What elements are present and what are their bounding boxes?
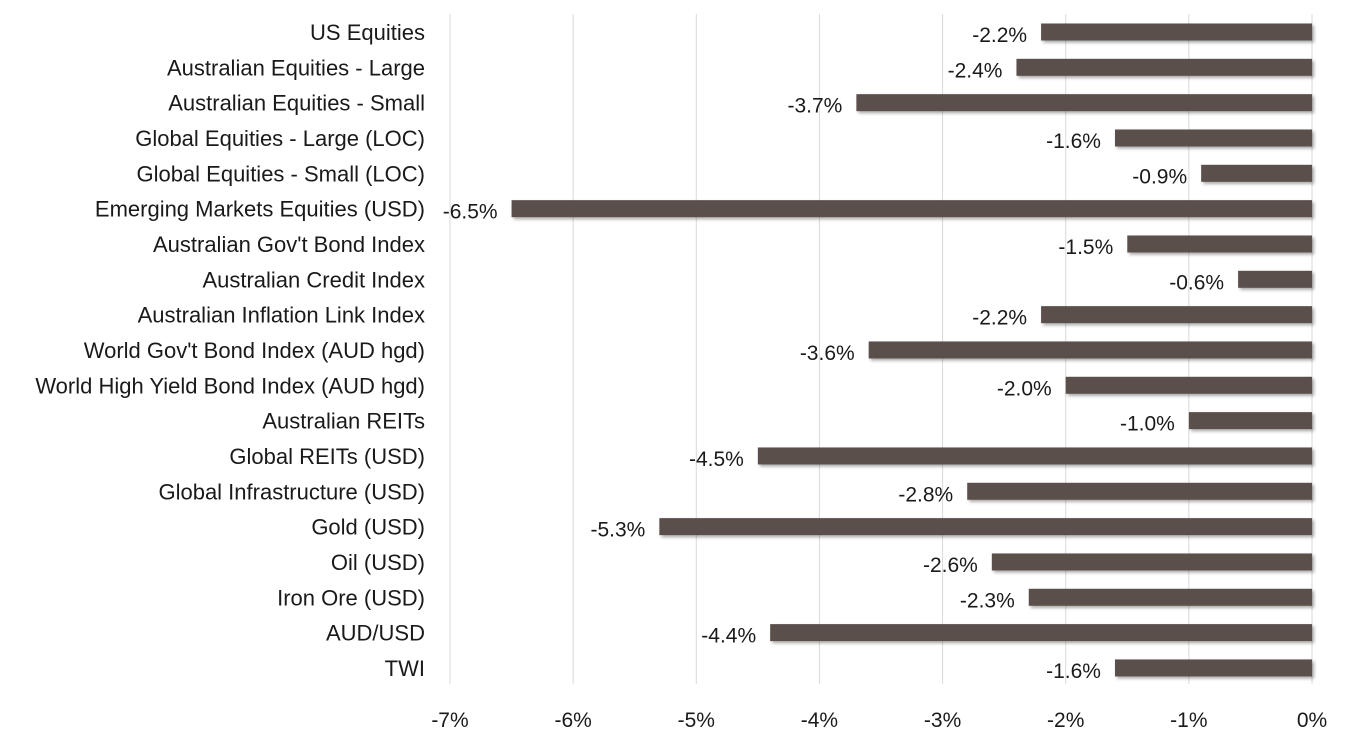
data-label: -6.5% xyxy=(443,201,498,224)
bar xyxy=(770,624,1312,642)
data-label: -2.3% xyxy=(960,589,1015,612)
data-label: -2.8% xyxy=(898,483,953,506)
data-label: -1.6% xyxy=(1046,660,1101,683)
data-label: -4.4% xyxy=(701,625,756,648)
data-label: -2.0% xyxy=(997,377,1052,400)
labels: -7% -6% -5% -4% -3% -2% -1% 0% US Equities -2.2% A… xyxy=(35,20,1327,732)
data-label: -1.6% xyxy=(1046,130,1101,153)
category-label: Australian Equities - Small xyxy=(168,91,425,116)
bar xyxy=(1041,23,1312,41)
category-label: Emerging Markets Equities (USD) xyxy=(95,197,425,222)
category-label: Australian Credit Index xyxy=(202,267,425,292)
x-tick-label: -3% xyxy=(924,709,961,732)
x-tick-label: -1% xyxy=(1170,709,1207,732)
category-label: Global Equities - Large (LOC) xyxy=(135,126,425,151)
category-label: Australian Inflation Link Index xyxy=(138,303,425,328)
bar xyxy=(1016,58,1312,76)
bar xyxy=(757,447,1312,465)
data-label: -2.4% xyxy=(948,59,1003,82)
x-tick-label: -6% xyxy=(554,709,591,732)
data-label: -0.9% xyxy=(1132,165,1187,188)
category-label: TWI xyxy=(385,656,425,681)
category-label: US Equities xyxy=(310,20,425,45)
bar xyxy=(1188,412,1312,430)
category-label: World Gov't Bond Index (AUD hgd) xyxy=(84,338,425,363)
data-label: -3.7% xyxy=(788,95,843,118)
data-label: -0.6% xyxy=(1169,271,1224,294)
data-label: -1.5% xyxy=(1058,236,1113,259)
bar xyxy=(1201,164,1312,182)
bar xyxy=(1114,129,1312,147)
category-label: Global Infrastructure (USD) xyxy=(158,479,425,504)
category-label: Australian Equities - Large xyxy=(167,55,425,80)
x-tick-label: -7% xyxy=(431,709,468,732)
data-label: -3.6% xyxy=(800,342,855,365)
data-label: -2.2% xyxy=(972,307,1027,330)
category-label: Oil (USD) xyxy=(331,550,425,575)
x-tick-label: -4% xyxy=(801,709,838,732)
bar xyxy=(991,553,1312,571)
data-label: -5.3% xyxy=(590,519,645,542)
data-label: -2.6% xyxy=(923,554,978,577)
bar xyxy=(1028,588,1312,606)
category-label: Australian REITs xyxy=(262,409,425,434)
bar xyxy=(1065,376,1312,394)
category-label: Iron Ore (USD) xyxy=(277,585,425,610)
data-label: -1.0% xyxy=(1120,413,1175,436)
category-label: AUD/USD xyxy=(326,621,425,646)
category-label: World High Yield Bond Index (AUD hgd) xyxy=(35,373,425,398)
category-label: Gold (USD) xyxy=(311,515,425,540)
bar xyxy=(659,518,1312,536)
bar xyxy=(1041,306,1312,324)
bar xyxy=(856,94,1312,112)
data-label: -4.5% xyxy=(689,448,744,471)
bar xyxy=(868,341,1312,359)
bar xyxy=(1238,270,1312,288)
bar xyxy=(511,200,1313,218)
category-label: Australian Gov't Bond Index xyxy=(153,232,425,257)
bars xyxy=(511,23,1313,677)
category-label: Global Equities - Small (LOC) xyxy=(136,161,425,186)
category-label: Global REITs (USD) xyxy=(229,444,425,469)
bar xyxy=(1114,659,1312,677)
x-tick-label: -5% xyxy=(678,709,715,732)
x-tick-label: 0% xyxy=(1297,709,1327,732)
x-tick-label: -2% xyxy=(1047,709,1084,732)
bar xyxy=(967,482,1312,500)
bar xyxy=(1127,235,1312,253)
data-label: -2.2% xyxy=(972,24,1027,47)
